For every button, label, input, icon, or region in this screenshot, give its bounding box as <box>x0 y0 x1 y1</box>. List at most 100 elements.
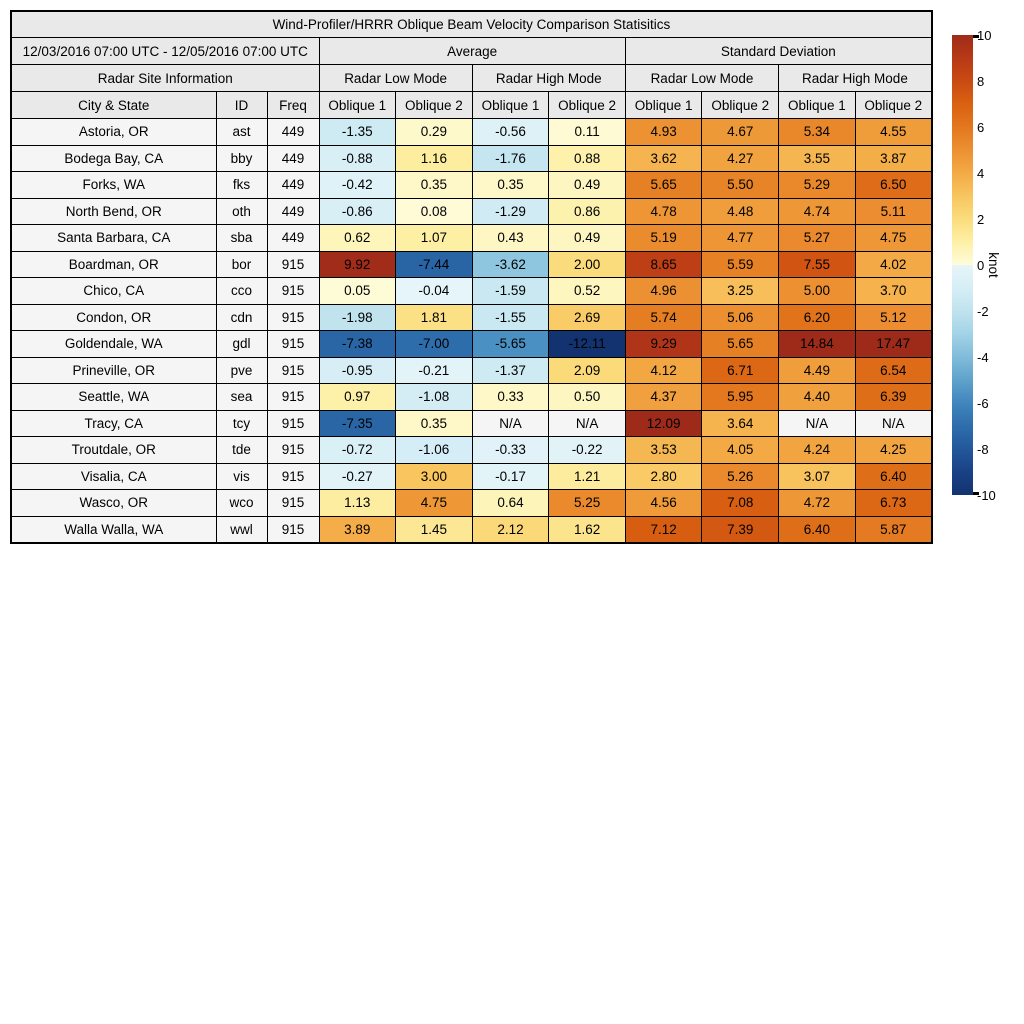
cell-city: Bodega Bay, CA <box>10 144 217 172</box>
cell-value: -1.98 <box>318 303 397 331</box>
cell-id: bor <box>215 250 268 278</box>
cell-value: 17.47 <box>854 330 933 358</box>
cell-value: 5.95 <box>701 383 780 411</box>
cell-value: 0.97 <box>318 383 397 411</box>
cell-value: 0.50 <box>548 383 626 411</box>
cell-value: 4.02 <box>854 250 933 278</box>
table-row: Astoria, OR ast 449 -1.35 0.29 -0.56 0.11 4.93 4… <box>10 118 933 146</box>
cell-value: N/A <box>778 409 856 437</box>
table-row: Visalia, CA vis 915 -0.27 3.00 -0.17 1.21 2.80 5… <box>10 462 933 490</box>
cell-value: 5.34 <box>778 118 856 146</box>
cell-value: 5.06 <box>701 303 780 331</box>
cell-value: 3.62 <box>624 144 703 172</box>
cell-value: 4.05 <box>701 436 780 464</box>
cell-freq: 915 <box>266 383 320 411</box>
col-oblique2-header: Oblique 2 <box>548 91 626 119</box>
cell-freq: 915 <box>266 250 320 278</box>
cell-value: 4.49 <box>778 356 856 384</box>
cell-value: 0.62 <box>318 224 397 252</box>
cell-city: Condon, OR <box>10 303 217 331</box>
cell-value: -1.08 <box>395 383 473 411</box>
cell-value: 3.64 <box>701 409 780 437</box>
table-row: Walla Walla, WA wwl 915 3.89 1.45 2.12 1.62 7.1… <box>10 515 933 544</box>
cell-value: 1.21 <box>548 462 626 490</box>
cell-value: 3.87 <box>854 144 933 172</box>
colorbar-unit-label: knot <box>986 252 1001 278</box>
cell-freq: 915 <box>266 515 320 544</box>
cell-value: N/A <box>548 409 626 437</box>
cell-value: 4.27 <box>701 144 780 172</box>
cell-value: 2.80 <box>624 462 703 490</box>
cell-value: 0.86 <box>548 197 626 225</box>
table-row: Condon, OR cdn 915 -1.98 1.81 -1.55 2.69 5.74 5.… <box>10 303 933 331</box>
cell-value: 5.74 <box>624 303 703 331</box>
cell-value: 0.08 <box>395 197 473 225</box>
cell-id: fks <box>215 171 268 199</box>
mode-low-header: Radar Low Mode <box>624 64 780 92</box>
cell-value: 1.81 <box>395 303 473 331</box>
table-row: Prineville, OR pve 915 -0.95 -0.21 -1.37 2.09 4… <box>10 356 933 384</box>
cell-value: 3.25 <box>701 277 780 305</box>
cell-city: Troutdale, OR <box>10 436 217 464</box>
cell-freq: 915 <box>266 277 320 305</box>
cell-value: 6.73 <box>854 489 933 517</box>
table-row: Wasco, OR wco 915 1.13 4.75 0.64 5.25 4.56 7.08 4… <box>10 489 933 517</box>
cell-value: 14.84 <box>778 330 856 358</box>
cell-freq: 915 <box>266 330 320 358</box>
cell-value: N/A <box>854 409 933 437</box>
cell-value: 2.69 <box>548 303 626 331</box>
table-row: North Bend, OR oth 449 -0.86 0.08 -1.29 0.86 4.… <box>10 197 933 225</box>
cell-freq: 915 <box>266 489 320 517</box>
cell-value: 9.29 <box>624 330 703 358</box>
cell-city: North Bend, OR <box>10 197 217 225</box>
cell-value: -7.38 <box>318 330 397 358</box>
cell-value: 4.75 <box>854 224 933 252</box>
cell-value: -7.44 <box>395 250 473 278</box>
cell-value: 0.52 <box>548 277 626 305</box>
colorbar: 10 8 6 4 2 0 -2 -4 -6 -8 -10 knot <box>952 29 1001 502</box>
cell-value: 4.25 <box>854 436 933 464</box>
col-oblique1-header: Oblique 1 <box>471 91 550 119</box>
colorbar-tick-label: -6 <box>977 395 989 411</box>
cell-id: bby <box>215 144 268 172</box>
cell-city: Chico, CA <box>10 277 217 305</box>
cell-city: Tracy, CA <box>10 409 217 437</box>
mode-header-row: Radar Site Information Radar Low Mode Ra… <box>10 64 933 92</box>
cell-value: -0.21 <box>395 356 473 384</box>
col-city-header: City & State <box>10 91 217 119</box>
cell-id: cdn <box>215 303 268 331</box>
cell-value: 4.24 <box>778 436 856 464</box>
colorbar-tick-label: 8 <box>977 73 985 89</box>
col-oblique1-header: Oblique 1 <box>778 91 856 119</box>
cell-value: -1.37 <box>471 356 550 384</box>
colorbar-tick-label: -4 <box>977 349 989 365</box>
colorbar-gradient <box>952 35 973 495</box>
cell-value: -0.04 <box>395 277 473 305</box>
cell-id: cco <box>215 277 268 305</box>
cell-value: -0.42 <box>318 171 397 199</box>
cell-id: tcy <box>215 409 268 437</box>
colorbar-top-tick <box>973 35 979 38</box>
cell-city: Astoria, OR <box>10 118 217 146</box>
column-header-row: City & State ID Freq Oblique 1 Oblique 2… <box>10 91 933 119</box>
cell-value: 4.56 <box>624 489 703 517</box>
cell-value: 12.09 <box>624 409 703 437</box>
cell-value: 7.39 <box>701 515 780 544</box>
cell-value: -1.06 <box>395 436 473 464</box>
cell-value: 3.70 <box>854 277 933 305</box>
table-row: Tracy, CA tcy 915 -7.35 0.35 N/A N/A 12.09 3.64 N… <box>10 409 933 437</box>
cell-value: 7.08 <box>701 489 780 517</box>
cell-value: 1.45 <box>395 515 473 544</box>
cell-value: -0.22 <box>548 436 626 464</box>
cell-value: -0.27 <box>318 462 397 490</box>
table-row: Seattle, WA sea 915 0.97 -1.08 0.33 0.50 4.37 5.… <box>10 383 933 411</box>
col-freq-header: Freq <box>266 91 320 119</box>
colorbar-tick-label: -8 <box>977 441 989 457</box>
site-info-header: Radar Site Information <box>10 64 320 92</box>
cell-value: 6.20 <box>778 303 856 331</box>
cell-value: 4.12 <box>624 356 703 384</box>
cell-value: 4.75 <box>395 489 473 517</box>
cell-value: 5.25 <box>548 489 626 517</box>
cell-value: 3.55 <box>778 144 856 172</box>
cell-value: -0.17 <box>471 462 550 490</box>
